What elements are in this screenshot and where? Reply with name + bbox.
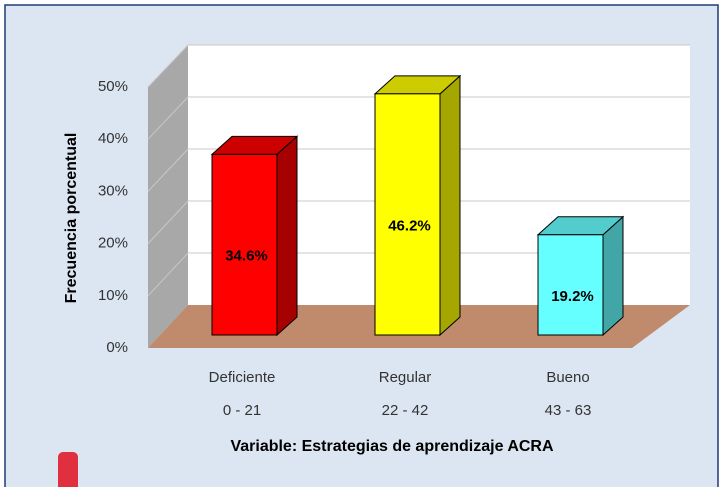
- grid-line: [147, 148, 690, 192]
- grid-line: [147, 252, 690, 297]
- y-tick-label: 50%: [98, 78, 128, 95]
- bar: [211, 153, 278, 336]
- y-tick-label: 0%: [106, 339, 128, 356]
- x-tick-label: Bueno: [546, 369, 589, 386]
- grid-line: [147, 200, 690, 244]
- bar-side: [276, 135, 298, 337]
- data-label: 19.2%: [551, 288, 594, 305]
- bar: [537, 234, 604, 336]
- decoration: [58, 452, 78, 487]
- bar-side: [439, 74, 461, 337]
- data-label: 46.2%: [388, 217, 431, 234]
- x-tick-label: Regular: [379, 369, 432, 386]
- side-wall: [148, 45, 188, 348]
- bar: [374, 93, 441, 336]
- y-tick-label: 40%: [98, 130, 128, 147]
- x-tick-sublabel: 0 - 21: [223, 402, 261, 419]
- x-tick-sublabel: 22 - 42: [382, 402, 429, 419]
- y-axis-title: Frecuencia porcentual: [63, 133, 80, 304]
- y-tick-label: 20%: [98, 235, 128, 252]
- bar-side: [602, 215, 624, 337]
- grid-line: [147, 44, 690, 88]
- x-axis-title: Variable: Estrategias de aprendizaje ACR…: [230, 438, 554, 455]
- grid-line: [147, 96, 690, 140]
- y-tick-label: 10%: [98, 287, 128, 304]
- x-tick-label: Deficiente: [209, 369, 276, 386]
- x-tick-sublabel: 43 - 63: [545, 402, 592, 419]
- data-label: 34.6%: [225, 248, 268, 265]
- y-tick-label: 30%: [98, 182, 128, 199]
